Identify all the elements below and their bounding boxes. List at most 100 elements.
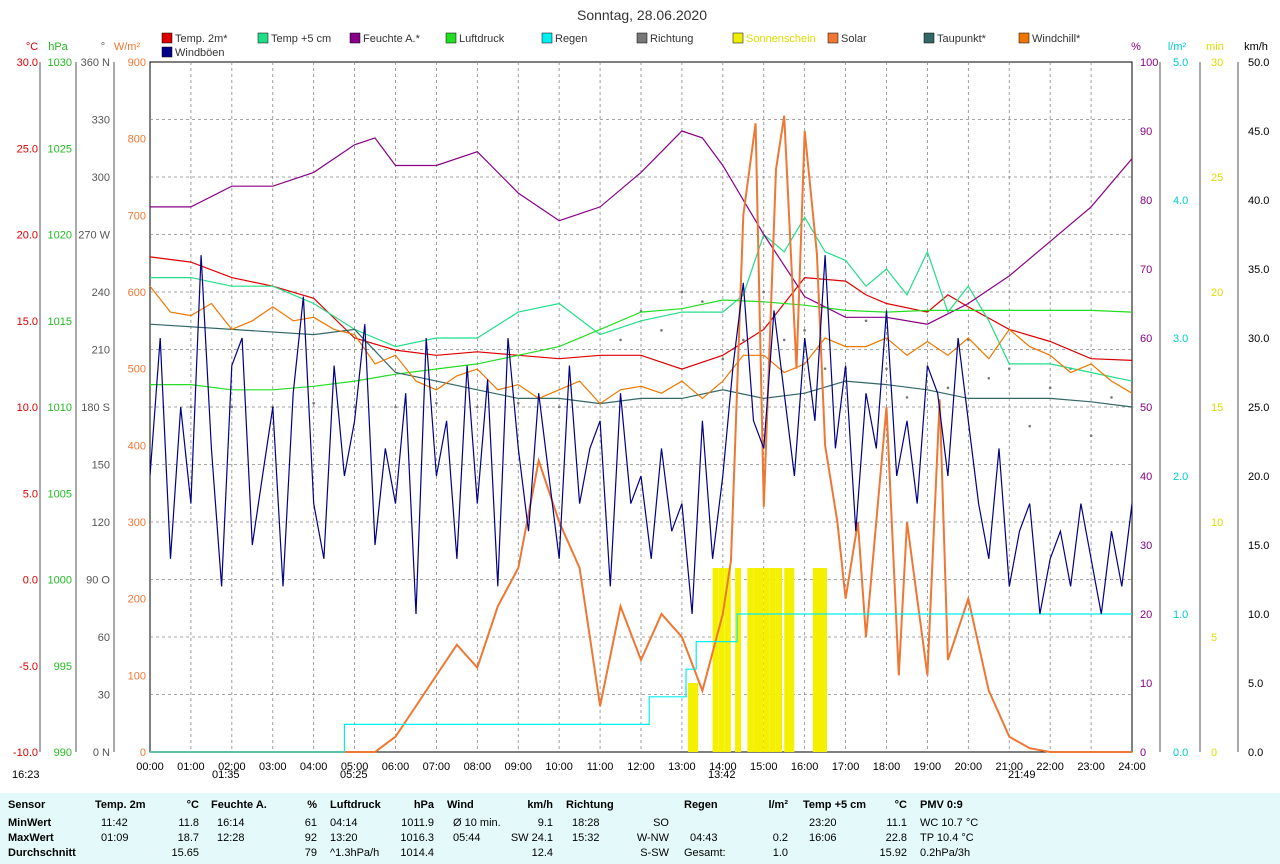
stats-value: 11.8: [178, 817, 199, 829]
stats-humidity-block: Feuchte A. % 16:14 61 12:28 92 79: [211, 793, 317, 864]
sunshine-bar: [712, 568, 719, 752]
stats-temp-block: Temp. 2m °C 11:42 11.8 01:09 18.7 15.65: [95, 793, 199, 864]
stats-value: 79: [304, 847, 317, 859]
axis-unit-humidity: %: [1131, 41, 1141, 53]
sunshine-bar: [692, 683, 699, 752]
time-markers: 16:23 01:35 05:25 13:42 21:49: [12, 769, 1036, 781]
x-tick-label: 08:00: [464, 761, 492, 773]
legend-swatch: [732, 32, 744, 44]
legend-label: Windchill*: [1032, 33, 1081, 45]
stats-unit: l/m²: [768, 799, 788, 811]
tick-label-sunshine: 20: [1211, 287, 1223, 299]
x-tick-label: 23:00: [1077, 761, 1105, 773]
stats-sensor-block: Sensor MinWert MaxWert Durchschnitt: [8, 793, 88, 864]
legend-swatch: [161, 46, 173, 58]
stats-time: ^1.3hPa/h: [330, 847, 380, 859]
weather-chart: Sonntag, 28.06.2020 Temp. 2m* Temp +5 cm F…: [12, 7, 1269, 781]
legend-label: Sonnenschein: [746, 33, 816, 45]
direction-point: [905, 396, 909, 399]
tick-label-humidity: 20: [1140, 609, 1152, 621]
series-line-solar: [150, 115, 1132, 753]
tick-label-humidity: 80: [1140, 195, 1152, 207]
direction-point: [394, 405, 397, 409]
legend-swatch: [541, 32, 553, 44]
stats-time: 16:14: [217, 817, 245, 829]
axis-unit-temp: °C: [26, 41, 38, 53]
tick-label-rain: 1.0: [1173, 609, 1188, 621]
tick-label-humidity: 30: [1140, 540, 1152, 552]
stats-value: 61: [304, 817, 317, 829]
stats-time: 16:06: [809, 832, 837, 844]
axis-unit-wind: km/h: [1244, 41, 1268, 53]
legend-swatch: [636, 32, 648, 44]
tick-label-direction: 300: [92, 172, 110, 184]
sunshine-bar: [724, 568, 731, 752]
direction-point: [189, 405, 193, 409]
tick-label-humidity: 70: [1140, 264, 1152, 276]
axis-unit-pressure: hPa: [48, 41, 68, 53]
tick-label-direction: 120: [92, 517, 110, 529]
series-line-temp-2m-: [149, 256, 1133, 370]
tick-label-solar: 900: [128, 57, 146, 69]
stats-header: Wind: [447, 799, 474, 811]
x-tick-label: 11:00: [587, 761, 614, 773]
stats-direction-block: Richtung 18:28 SO 15:32 W-NW S-SW: [566, 793, 669, 864]
stats-value: 1016.3: [400, 832, 434, 844]
stats-wind-block: Wind km/h Ø 10 min. 9.1 05:44 SW 24.1 12…: [447, 793, 553, 864]
marker-label: 01:35: [212, 769, 240, 781]
tick-label-pressure: 1025: [48, 143, 72, 155]
marker-label: 05:25: [340, 769, 368, 781]
stats-value: SO: [653, 817, 669, 829]
sunshine-bar: [757, 568, 764, 752]
stats-time: 01:09: [101, 832, 129, 844]
tick-label-solar: 800: [128, 134, 146, 146]
tick-label-wind: 35.0: [1248, 264, 1269, 276]
series-line-luftdruck: [150, 299, 1133, 391]
direction-point: [782, 338, 786, 342]
stats-value: 0.2: [772, 832, 788, 844]
tick-label-direction: 60: [98, 632, 110, 644]
sunshine-bar: [688, 683, 695, 752]
stats-value: 12.4: [531, 847, 553, 859]
stats-time: 05:44: [453, 832, 481, 844]
stats-value: 92: [304, 832, 317, 844]
tick-label-temp: 0.0: [23, 575, 38, 587]
tick-label-sunshine: 25: [1211, 172, 1223, 184]
tick-label-direction: 240: [92, 287, 110, 299]
sunshine-bar: [763, 568, 770, 752]
tick-label-wind: 10.0: [1248, 609, 1269, 621]
x-tick-label: 03:00: [259, 761, 287, 773]
direction-point: [701, 300, 704, 303]
stats-time: 12:28: [217, 832, 245, 844]
tick-label-direction: 90 O: [86, 575, 110, 587]
legend-label: Luftdruck: [459, 33, 505, 45]
x-tick-label: 20:00: [955, 761, 983, 773]
stats-header: Regen: [684, 799, 718, 811]
tick-label-sunshine: 0: [1211, 747, 1217, 759]
x-tick-label: 15:00: [750, 761, 778, 773]
tick-label-wind: 0.0: [1248, 747, 1263, 759]
tick-label-humidity: 0: [1140, 747, 1146, 759]
direction-point: [148, 405, 152, 409]
legend-swatch: [445, 32, 457, 44]
x-tick-label: 05:00: [341, 761, 369, 773]
legend-swatch: [1018, 32, 1030, 44]
stats-value: W-NW: [636, 832, 669, 844]
stats-temp5-block: Temp +5 cm °C 23:20 11.1 16:06 22.8 15.9…: [803, 793, 907, 864]
stats-header: Feuchte A.: [211, 799, 267, 811]
sunshine-bar: [735, 568, 742, 752]
series-line-temp-5-cm: [150, 216, 1133, 382]
direction-point: [619, 338, 622, 342]
direction-point: [864, 319, 868, 323]
tick-label-humidity: 60: [1140, 333, 1152, 345]
legend-swatch: [257, 32, 269, 44]
x-tick-label: 07:00: [423, 761, 451, 773]
direction-point: [660, 329, 663, 332]
marker-label: 21:49: [1008, 769, 1036, 781]
stats-time: Gesamt:: [684, 847, 726, 859]
x-tick-label: 17:00: [832, 761, 860, 773]
sunshine-bar: [812, 568, 819, 752]
stats-header: Temp +5 cm: [803, 799, 867, 811]
tick-label-rain: 4.0: [1173, 195, 1188, 207]
tick-label-solar: 200: [128, 594, 146, 606]
